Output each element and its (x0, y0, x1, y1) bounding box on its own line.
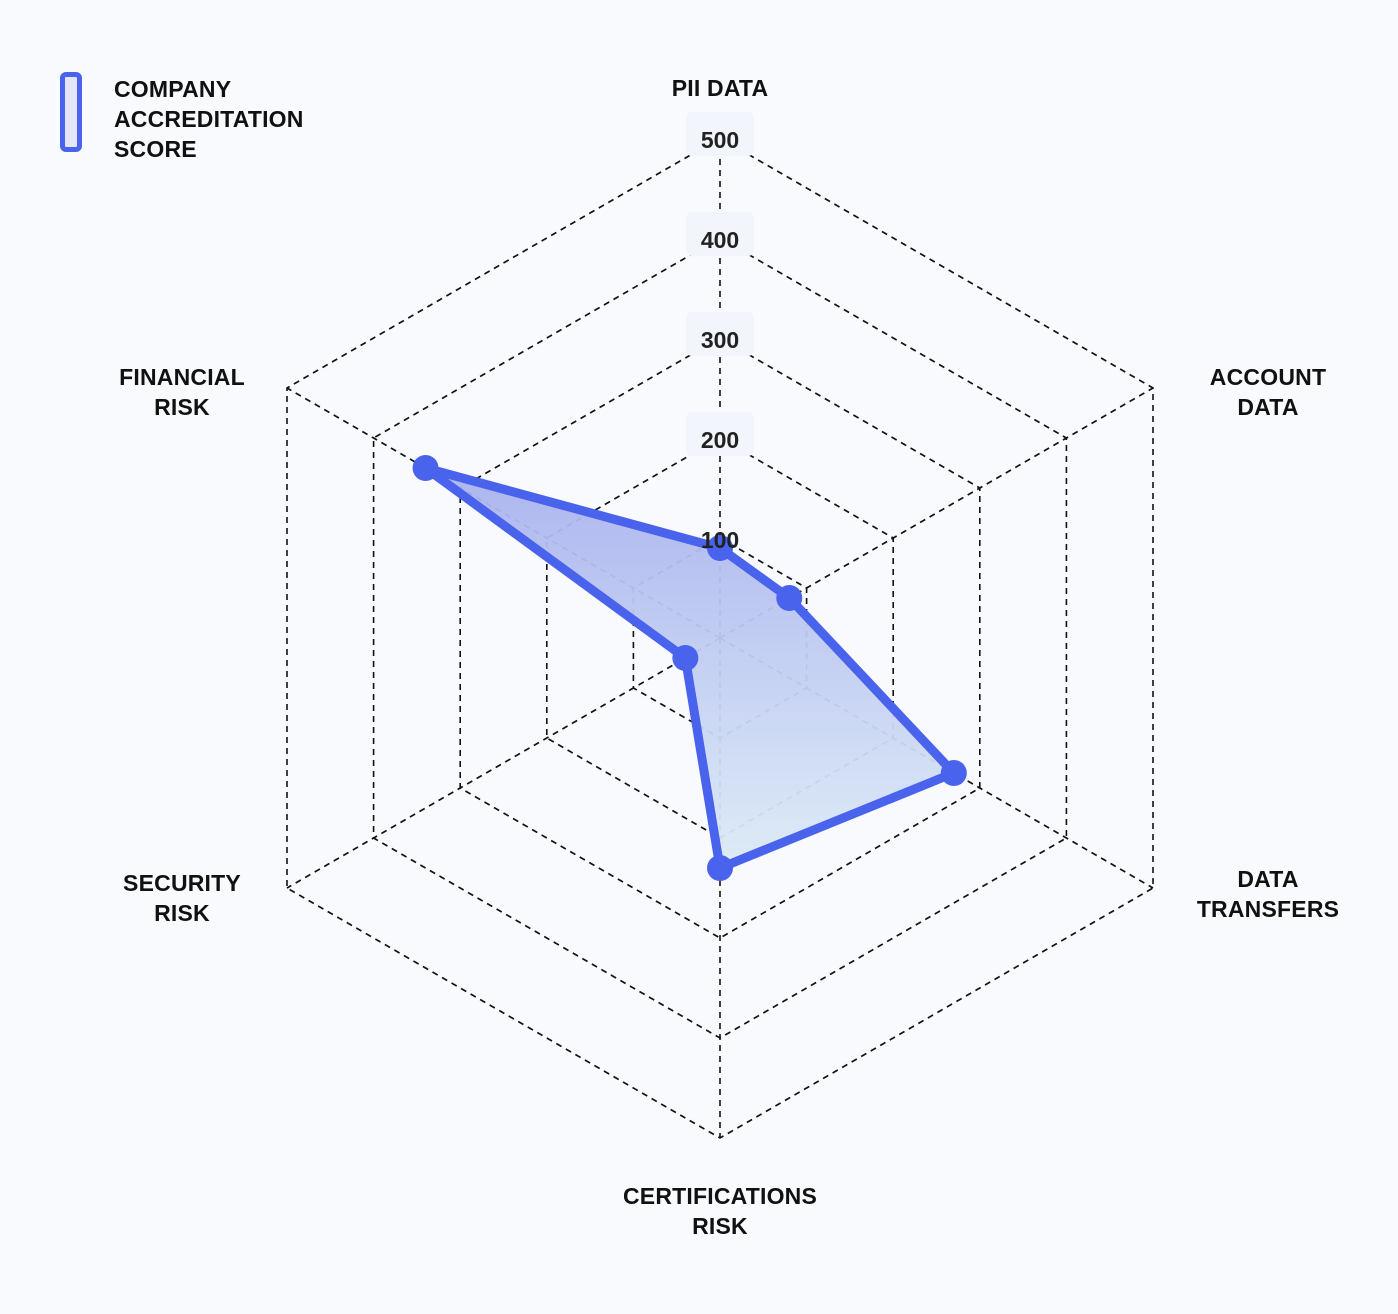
axis-label-security-risk: SECURITY RISK (123, 870, 241, 926)
data-point-financial-risk (412, 455, 439, 481)
tick-label-bg (686, 112, 754, 156)
tick-label-text: 500 (701, 127, 739, 153)
axis-label-financial-risk: FINANCIAL RISK (119, 364, 245, 420)
legend-label: COMPANY ACCREDITATION SCORE (114, 76, 304, 162)
legend: COMPANY ACCREDITATION SCORE (60, 72, 334, 164)
axis-spoke (286, 637, 721, 889)
data-point-data-transfers (940, 760, 967, 786)
tick-label-bg (686, 212, 754, 256)
tick-label-200: 200 (686, 412, 754, 456)
radar-series (412, 455, 967, 881)
data-point-security-risk (672, 645, 699, 671)
tick-label-text: 100 (701, 527, 739, 553)
axis-label-certifications-risk: CERTIFICATIONS RISK (622, 1183, 818, 1239)
tick-label-100: 100 (701, 527, 739, 553)
axis-label-data-transfers: DATA TRANSFERS (1196, 866, 1340, 922)
tick-label-bg (686, 312, 754, 356)
tick-label-300: 300 (686, 312, 754, 356)
legend-swatch (60, 72, 82, 152)
data-point-account-data (776, 585, 803, 611)
tick-label-500: 500 (686, 112, 754, 156)
tick-label-text: 200 (701, 427, 739, 453)
tick-label-400: 400 (686, 212, 754, 256)
tick-label-text: 400 (701, 227, 739, 253)
data-point-pii-data (707, 535, 733, 561)
radar-ticks: 100 200 300 400 500 (686, 112, 754, 553)
axis-label-account-data: ACCOUNT DATA (1209, 364, 1327, 420)
axis-label-pii-data: PII DATA (671, 75, 769, 101)
tick-label-text: 300 (701, 327, 739, 353)
data-point-certifications-risk (707, 855, 733, 881)
tick-label-bg (686, 412, 754, 456)
